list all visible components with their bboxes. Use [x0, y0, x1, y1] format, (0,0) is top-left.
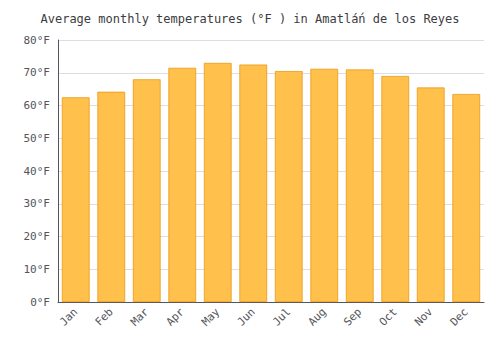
svg-text:30°F: 30°F	[24, 197, 51, 210]
svg-text:Aug: Aug	[306, 305, 329, 328]
svg-text:Mar: Mar	[128, 305, 151, 328]
svg-text:Nov: Nov	[412, 305, 435, 328]
svg-text:80°F: 80°F	[24, 34, 51, 47]
svg-text:Dec: Dec	[448, 305, 471, 328]
svg-text:Feb: Feb	[93, 305, 116, 328]
svg-text:Jun: Jun	[235, 305, 258, 328]
svg-text:Oct: Oct	[377, 305, 400, 328]
svg-text:20°F: 20°F	[24, 230, 51, 243]
svg-text:40°F: 40°F	[24, 165, 51, 178]
svg-text:0°F: 0°F	[30, 296, 50, 309]
svg-text:Sep: Sep	[341, 305, 364, 328]
svg-text:10°F: 10°F	[24, 263, 51, 276]
svg-text:50°F: 50°F	[24, 132, 51, 145]
svg-text:70°F: 70°F	[24, 66, 51, 79]
svg-text:60°F: 60°F	[24, 99, 51, 112]
svg-text:May: May	[199, 305, 222, 328]
svg-text:Average monthly temperatures (: Average monthly temperatures (°F ) in Am…	[40, 12, 459, 26]
svg-text:Jan: Jan	[57, 305, 80, 328]
svg-text:Jul: Jul	[270, 305, 293, 328]
svg-text:Apr: Apr	[164, 305, 187, 328]
